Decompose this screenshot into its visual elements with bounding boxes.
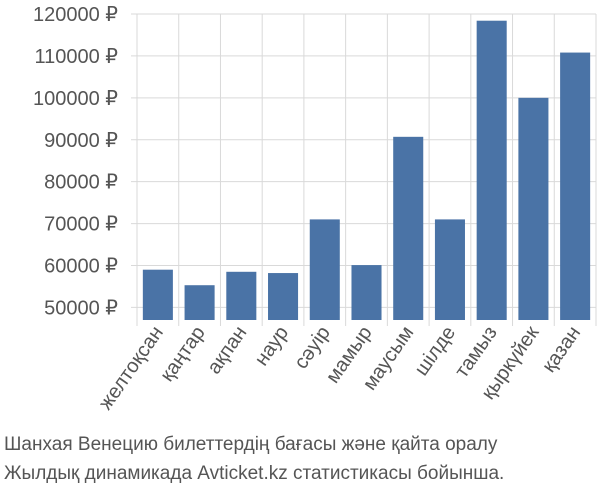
bar-4 bbox=[268, 273, 299, 320]
bar-2 bbox=[184, 285, 215, 320]
y-tick-label: 100000 ₽ bbox=[33, 88, 118, 110]
chart-caption-line-1: Шанхая Венецию билеттердің бағасы және қ… bbox=[4, 434, 498, 455]
y-tick-label: 60000 ₽ bbox=[44, 256, 118, 278]
bar-11 bbox=[560, 52, 591, 320]
chart-caption-line-2: Жылдық динамикада Avticket.kz статистика… bbox=[4, 463, 505, 484]
y-axis-tick-labels: 50000 ₽ 60000 ₽ 70000 ₽ 80000 ₽ 90000 ₽ 10000… bbox=[33, 4, 118, 319]
x-tick-label: қазан bbox=[538, 322, 585, 376]
bar-7 bbox=[393, 136, 424, 320]
bar-9 bbox=[476, 20, 507, 321]
bar-10 bbox=[518, 97, 549, 320]
bar-5 bbox=[309, 219, 340, 320]
y-tick-label: 90000 ₽ bbox=[44, 130, 118, 152]
bar-3 bbox=[226, 271, 257, 320]
bar-6 bbox=[351, 265, 382, 320]
bar-chart: 50000 ₽ 60000 ₽ 70000 ₽ 80000 ₽ 90000 ₽ 10000… bbox=[33, 4, 597, 414]
x-tick-label: ақпан bbox=[203, 322, 251, 378]
x-tick-label: желтоқсан bbox=[95, 322, 168, 414]
x-tick-label: наур bbox=[251, 322, 294, 370]
y-tick-label: 80000 ₽ bbox=[44, 172, 118, 194]
bar-8 bbox=[434, 219, 465, 320]
y-tick-label: 120000 ₽ bbox=[33, 4, 118, 26]
y-tick-label: 50000 ₽ bbox=[44, 297, 118, 319]
y-tick-label: 110000 ₽ bbox=[34, 46, 118, 68]
x-tick-label: қаңтар bbox=[156, 322, 210, 385]
bar-1 bbox=[142, 269, 173, 320]
y-tick-label: 70000 ₽ bbox=[44, 214, 118, 236]
bars bbox=[142, 20, 591, 321]
